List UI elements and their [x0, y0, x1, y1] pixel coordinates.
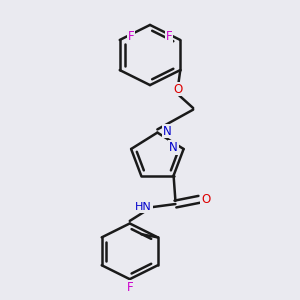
Text: HN: HN	[135, 202, 152, 212]
Text: N: N	[163, 124, 172, 137]
Text: F: F	[128, 30, 134, 43]
Text: F: F	[126, 280, 133, 294]
Text: O: O	[201, 193, 211, 206]
Text: O: O	[174, 82, 183, 96]
Text: F: F	[166, 30, 172, 43]
Text: N: N	[169, 141, 178, 154]
